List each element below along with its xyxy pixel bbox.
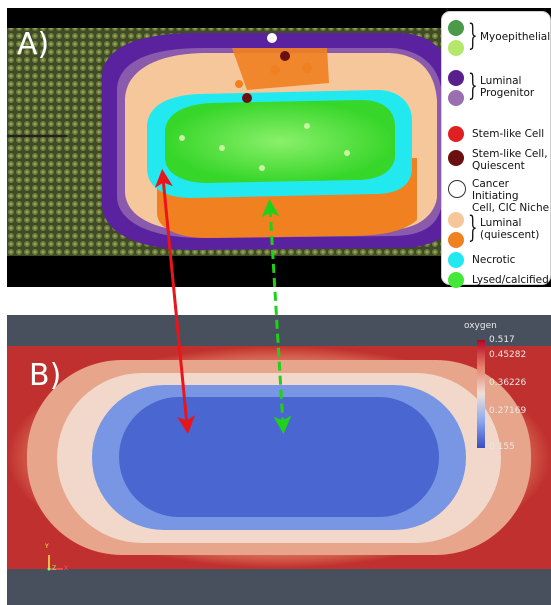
legend-label: Cancer Initiating Cell, CIC Niche	[472, 178, 550, 214]
legend-swatch	[448, 252, 464, 268]
colorbar-tick: 0.517	[489, 335, 515, 345]
legend-brace: }	[468, 68, 478, 103]
legend-swatch	[448, 232, 464, 248]
legend-swatch	[448, 70, 464, 86]
legend-swatch	[448, 180, 466, 198]
cell-type-legend: } Myoepithelial} Luminal Progenitor Stem-li…	[441, 11, 551, 288]
colorbar-tick: 0.27169	[489, 406, 527, 416]
oxygen-field-plot	[7, 340, 551, 571]
luminal-quiescent-top	[232, 48, 329, 90]
legend-swatch	[448, 126, 464, 142]
axes-orientation-glyph	[47, 555, 63, 571]
legend-label: Luminal (quiescent)	[480, 217, 540, 241]
legend-swatch	[448, 90, 464, 106]
legend-brace: }	[468, 18, 478, 53]
colorbar-title: oxygen	[464, 321, 497, 331]
legend-swatch	[448, 272, 464, 288]
legend-label: Myoepithelial	[480, 31, 551, 43]
axis-z-label: Z	[52, 565, 57, 572]
legend-label: Luminal Progenitor	[480, 75, 535, 99]
colorbar-tick: 0.45282	[489, 350, 527, 360]
legend-swatch	[448, 150, 464, 166]
legend-label: Stem-like Cell	[472, 128, 545, 140]
legend-label: Necrotic	[472, 254, 516, 266]
legend-brace: }	[468, 210, 478, 245]
panel-a-label: A)	[17, 27, 50, 62]
legend-swatch	[448, 212, 464, 228]
axis-x-label: X	[64, 565, 69, 572]
colorbar-tick: 0.36226	[489, 378, 527, 388]
legend-swatch	[448, 20, 464, 36]
legend-label: Lysed/calcified	[472, 274, 549, 286]
legend-swatch	[448, 40, 464, 56]
axis-y-label: Y	[45, 543, 49, 550]
scattered-cells	[179, 33, 350, 171]
legend-label: Stem-like Cell, Quiescent	[472, 148, 548, 172]
oxygen-colorbar	[477, 340, 485, 448]
panel-b-label: B)	[29, 358, 62, 393]
oxygen-deep-core	[119, 397, 439, 517]
lysed-region	[165, 100, 395, 183]
panel-b-oxygen-field: B) oxygen 0.517 0.45282 0.36226 0.27169 …	[7, 315, 551, 605]
colorbar-tick: 0.155	[489, 442, 515, 452]
